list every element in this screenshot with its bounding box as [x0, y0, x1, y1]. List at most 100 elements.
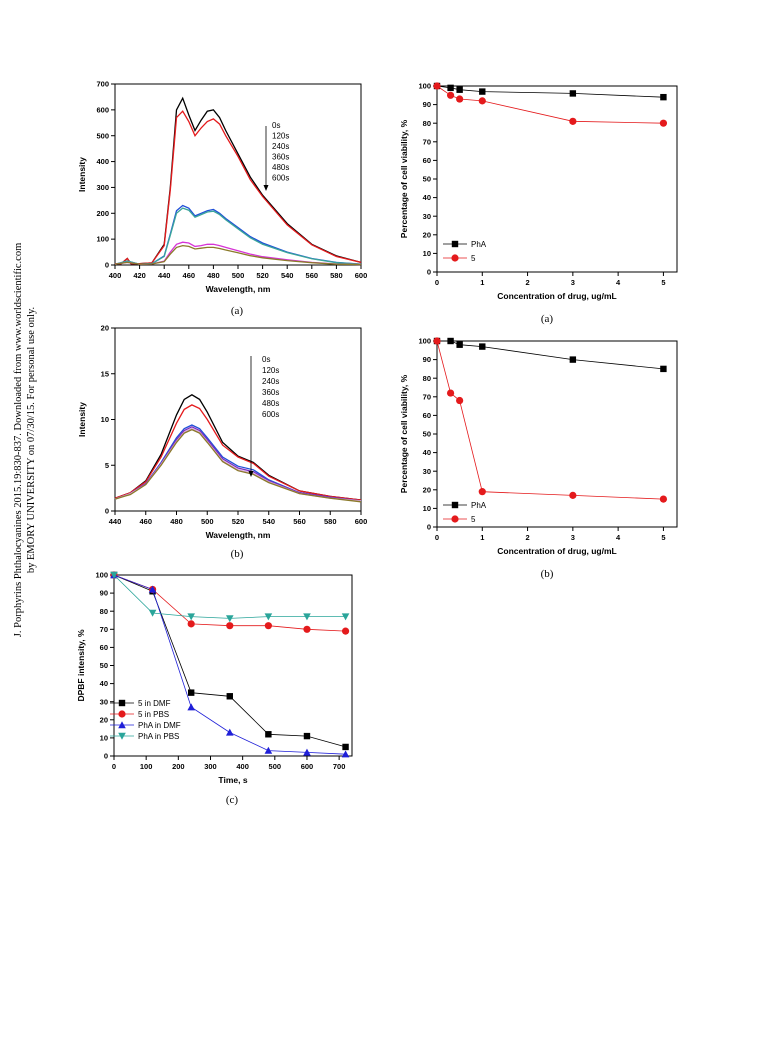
- y-tick-label: 90: [423, 355, 431, 364]
- y-tick-label: 20: [423, 230, 431, 239]
- data-point: [433, 82, 441, 90]
- data-point: [659, 495, 668, 503]
- y-tick-label: 10: [101, 415, 109, 424]
- x-tick-label: 480: [170, 517, 183, 526]
- x-tick-label: 580: [324, 517, 337, 526]
- y-tick-label: 600: [96, 105, 109, 114]
- x-tick-label: 440: [109, 517, 122, 526]
- side-note-line-2: by EMORY UNIVERSITY on 07/30/15. For per…: [26, 306, 37, 574]
- series-line-1: [115, 110, 362, 265]
- y-tick-label: 200: [96, 209, 109, 218]
- y-tick-label: 0: [104, 752, 108, 761]
- legend-label: PhA: [471, 501, 487, 510]
- caption-spectra-a: (a): [230, 305, 244, 317]
- legend-label: PhA in DMF: [138, 721, 181, 730]
- x-tick-label: 3: [571, 533, 575, 542]
- legend-marker: [118, 721, 126, 729]
- y-tick-label: 50: [423, 430, 431, 439]
- data-point: [479, 343, 486, 350]
- x-tick-label: 500: [232, 271, 245, 280]
- x-axis-label: Wavelength, nm: [206, 284, 271, 294]
- y-tick-label: 80: [100, 607, 108, 616]
- y-tick-label: 70: [423, 137, 431, 146]
- y-tick-label: 100: [95, 571, 108, 580]
- y-tick-label: 100: [96, 235, 109, 244]
- x-tick-label: 0: [435, 533, 439, 542]
- legend-marker: [451, 501, 459, 509]
- viability-chart-b-svg: 0 1 2 3 4 50102030405060708090100Concentratio…: [399, 337, 678, 556]
- x-tick-label: 700: [333, 762, 346, 771]
- data-point: [660, 93, 667, 101]
- y-tick-label: 50: [100, 661, 108, 670]
- y-tick-label: 15: [101, 369, 109, 378]
- y-axis-label: DPBF intensity, %: [76, 629, 86, 702]
- y-tick-label: 40: [423, 448, 431, 457]
- y-tick-label: 90: [423, 100, 431, 109]
- data-point: [446, 91, 455, 99]
- data-point: [433, 337, 441, 345]
- data-point: [659, 119, 668, 127]
- x-tick-label: 540: [262, 517, 275, 526]
- data-point: [456, 396, 464, 405]
- spectra-chart-b-svg: 440 460 480 500 520 540 560 580 600 0 5 10 15 20 Wavel…: [77, 324, 367, 540]
- legend-label: PhA: [471, 240, 487, 249]
- time-arrow-head: [263, 185, 269, 191]
- y-tick-label: 30: [100, 697, 108, 706]
- x-tick-label: 3: [571, 278, 575, 287]
- x-tick-label: 2: [525, 533, 529, 542]
- data-point: [264, 613, 273, 621]
- y-axis-label: Percentage of cell viability, %: [399, 119, 409, 238]
- series-line-1: [114, 404, 362, 501]
- data-point: [187, 703, 195, 711]
- time-label: 0s: [262, 355, 270, 364]
- x-tick-label: 440: [158, 271, 171, 280]
- series-line-2: [114, 204, 362, 265]
- y-tick-label: 300: [96, 183, 109, 192]
- legend-marker: [118, 710, 126, 718]
- legend-label: 5 in DMF: [138, 699, 171, 708]
- data-point: [342, 743, 349, 751]
- y-tick-label: 0: [105, 507, 109, 516]
- series-line-1: [436, 340, 664, 500]
- x-tick-label: 400: [109, 271, 122, 280]
- legend-marker: [451, 515, 459, 523]
- y-tick-label: 30: [423, 212, 431, 221]
- caption-viability-b: (b): [540, 568, 554, 580]
- data-point: [447, 84, 454, 92]
- x-tick-label: 5: [661, 533, 665, 542]
- series-line-2: [114, 424, 362, 502]
- series-line-3: [113, 574, 346, 619]
- y-tick-label: 70: [100, 625, 108, 634]
- x-axis-label: Concentration of drug, ug/mL: [497, 291, 616, 301]
- y-tick-label: 100: [418, 337, 431, 346]
- caption-viability-a: (a): [540, 313, 554, 325]
- y-tick-label: 30: [423, 467, 431, 476]
- y-tick-label: 80: [423, 374, 431, 383]
- data-point: [110, 571, 118, 579]
- y-tick-label: 60: [423, 156, 431, 165]
- data-point: [456, 341, 463, 348]
- x-tick-label: 460: [183, 271, 196, 280]
- spectra-chart-b: 440 460 480 500 520 540 560 580 600 0 5 10 15 20 Wavel…: [70, 322, 370, 542]
- side-note: J. Porphyrins Phthalocyanines 2015.19:83…: [12, 230, 52, 650]
- series-line-0: [114, 394, 362, 501]
- y-tick-label: 700: [96, 80, 109, 89]
- data-point: [569, 90, 577, 97]
- series-line-5: [114, 244, 362, 266]
- y-tick-label: 60: [423, 411, 431, 420]
- x-tick-label: 420: [133, 271, 146, 280]
- x-tick-label: 600: [301, 762, 314, 771]
- x-tick-label: 400: [236, 762, 249, 771]
- dpbf-chart-c: 0 100 200 300 400 500 600 700 0 10 20 30 40 50 60 70 80 9…: [72, 567, 372, 792]
- series-line-3: [114, 207, 362, 265]
- data-point: [478, 488, 486, 496]
- y-tick-label: 50: [423, 175, 431, 184]
- time-label: 360s: [272, 153, 289, 162]
- y-tick-label: 0: [427, 268, 431, 277]
- y-tick-label: 20: [423, 485, 431, 494]
- data-point: [226, 622, 234, 630]
- data-point: [456, 86, 463, 93]
- y-axis-label: Intensity: [77, 157, 87, 192]
- y-tick-label: 500: [96, 131, 109, 140]
- viability-chart-b: 0 1 2 3 4 5 0 10 20 30 40 50 60 70 80 90 100 Concentratio…: [395, 333, 695, 563]
